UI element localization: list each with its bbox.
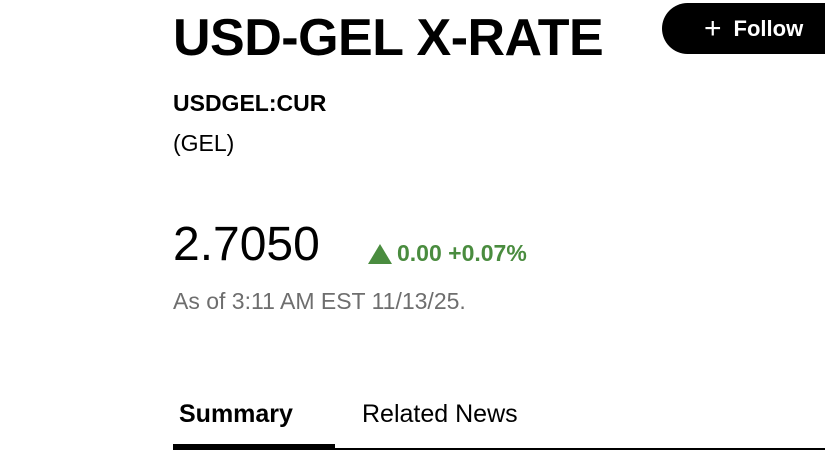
tab-summary[interactable]: Summary — [179, 400, 293, 428]
plus-icon: + — [704, 11, 722, 45]
ticker-symbol: USDGEL:CUR — [173, 90, 327, 116]
follow-label: Follow — [733, 15, 804, 41]
page-title: USD-GEL X-RATE — [173, 9, 604, 67]
active-tab-indicator — [173, 444, 335, 450]
change-percent: +0.07% — [448, 240, 527, 266]
change-value: 0.00 — [397, 240, 442, 266]
price-value: 2.7050 — [173, 218, 320, 271]
follow-button[interactable]: + Follow — [662, 3, 825, 54]
up-triangle-icon — [368, 243, 392, 264]
tab-related-news[interactable]: Related News — [362, 400, 518, 428]
currency-label: (GEL) — [173, 130, 235, 156]
as-of-timestamp: As of 3:11 AM EST 11/13/25. — [173, 288, 466, 314]
price-change: 0.00 +0.07% — [368, 240, 527, 267]
tab-bar: Summary Related News — [173, 396, 825, 450]
